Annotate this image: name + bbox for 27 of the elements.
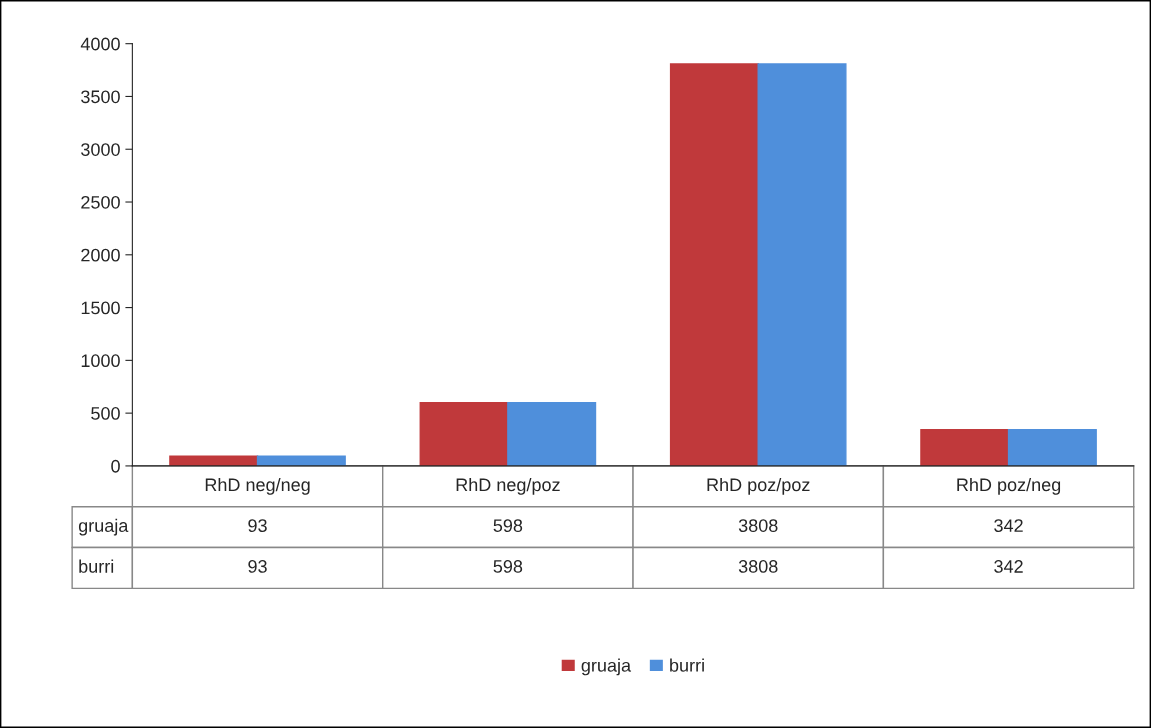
y-tick-label: 0 [111,459,120,473]
text: gruaja [78,518,129,536]
y-tick-label: 2500 [81,195,120,209]
x-tick-label: RhD neg/poz [456,477,560,495]
y-tick-label: 500 [91,407,120,420]
text: burri [79,559,114,573]
y-tick-label: 1000 [81,354,120,368]
data-label: 3808 [738,560,778,573]
bar [169,455,259,466]
legend-label: gruaja [581,658,632,676]
x-tick-label: RhD neg/neg [205,477,310,495]
legend-label: burri [670,658,704,672]
data-label: 342 [994,560,1023,573]
y-tick-label: 3000 [81,143,120,156]
y-tick-label: 3500 [81,90,120,104]
data-label: 598 [493,560,523,573]
y-tick-label: 2000 [81,248,120,262]
data-label: 3808 [738,519,778,532]
x-tick-label: RhD poz/poz [707,477,810,495]
data-label: 93 [248,519,267,532]
data-label: 93 [248,560,267,573]
y-tick-label: 1500 [81,301,120,315]
data-label: 342 [994,519,1023,532]
bar [256,455,346,466]
x-tick-label: RhD poz/neg [957,477,1061,495]
data-label: 598 [493,519,523,532]
y-tick-label: 4000 [80,37,120,51]
